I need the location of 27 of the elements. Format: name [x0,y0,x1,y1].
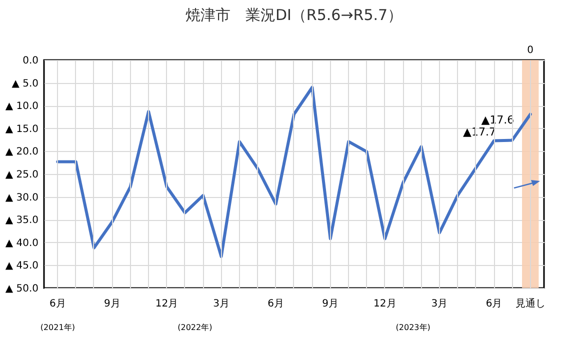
x-tick-label: 3月 [431,298,448,310]
y-tick-label: ▲ 40.0 [5,238,38,249]
text: (2021年) [40,323,75,332]
x-tick-label: 3月 [213,298,230,310]
y-tick-label: ▲ 5.0 [12,78,38,90]
x-tick-label: 12月 [374,298,396,310]
y-tick-label: ▲ 25.0 [5,170,38,180]
line-series [56,86,532,258]
text: 0 [527,45,534,56]
y-tick-label: ▲ 50.0 [5,284,38,294]
x-tick-label: 12月 [155,298,178,310]
y-tick-label: ▲ 35.0 [5,215,38,226]
y-tick-label: ▲ 10.0 [5,101,38,112]
y-tick-label: 0.0 [22,56,38,66]
chart-title: 焼津市 業況DI（R5.6→R5.7） [185,6,403,24]
y-tick-label: ▲ 20.0 [5,146,38,158]
x-tick-label: 6月 [268,298,284,310]
y-tick-label: ▲ 30.0 [5,192,38,204]
x-tick-label: 9月 [104,298,120,310]
x-tick-label: 6月 [49,298,66,310]
x-tick-label: 6月 [486,298,502,310]
x-tick-label: 9月 [322,298,339,310]
y-tick-label: ▲ 45.0 [5,260,38,272]
x-tick-label: 見通し [515,298,546,310]
text: (2022年) [178,323,212,332]
y-tick-label: ▲ 15.0 [5,124,38,135]
text: (2023年) [396,323,430,332]
